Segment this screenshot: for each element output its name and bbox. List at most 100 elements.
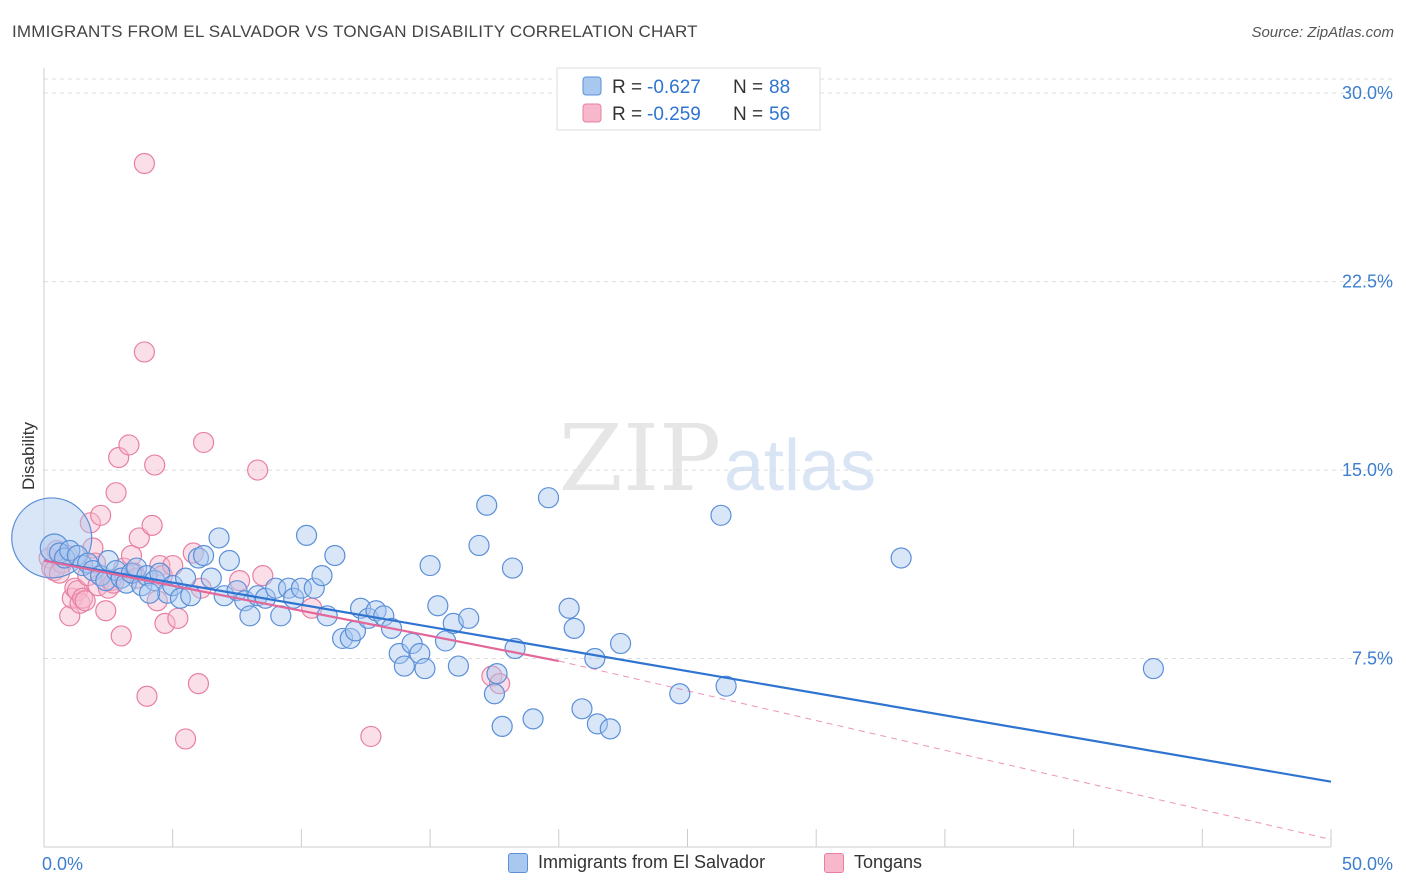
y-tick-label: 22.5% xyxy=(1342,272,1393,292)
data-point xyxy=(295,524,318,547)
data-point xyxy=(154,612,176,634)
data-point xyxy=(414,657,436,680)
x-tick-label-min: 0.0% xyxy=(42,854,83,874)
data-point xyxy=(609,632,632,655)
data-point xyxy=(1142,657,1164,680)
trend-line-blue xyxy=(43,559,1332,783)
data-point xyxy=(265,577,287,599)
data-point xyxy=(427,595,449,617)
data-point xyxy=(331,627,354,650)
data-point xyxy=(136,685,158,707)
source-credit: Source: ZipAtlas.com xyxy=(1251,24,1394,41)
y-tick-label: 30.0% xyxy=(1342,83,1393,103)
trend-line-pink xyxy=(43,559,560,663)
data-point xyxy=(558,597,580,619)
data-point xyxy=(120,544,143,567)
data-point xyxy=(710,504,732,526)
data-point xyxy=(128,527,150,549)
legend-swatch-blue xyxy=(582,76,602,96)
trend-lines xyxy=(43,559,1332,840)
data-point xyxy=(167,607,189,629)
data-point xyxy=(252,565,274,587)
x-tick-label-max: 50.0% xyxy=(1342,854,1393,874)
data-point xyxy=(491,715,513,737)
data-point xyxy=(192,431,215,454)
data-point xyxy=(890,547,912,569)
data-point xyxy=(522,708,544,730)
data-point xyxy=(458,607,480,629)
chart-title: IMMIGRANTS FROM EL SALVADOR VS TONGAN DI… xyxy=(12,22,698,41)
legend-r-value-pink: -0.259 xyxy=(647,104,701,125)
data-point xyxy=(90,504,112,526)
watermark-atlas: atlas xyxy=(724,426,876,506)
y-tick-label: 7.5% xyxy=(1352,649,1393,669)
data-point xyxy=(74,590,96,612)
data-point xyxy=(393,655,415,677)
data-point xyxy=(324,544,346,567)
axes xyxy=(43,68,1332,848)
data-point xyxy=(218,549,240,572)
data-point xyxy=(599,718,621,740)
data-point xyxy=(584,647,606,670)
data-point xyxy=(290,577,312,599)
correlation-legend: R = -0.627 N = 88 R = -0.259 N = 56 xyxy=(556,67,821,131)
data-point xyxy=(59,605,81,627)
tongans-points xyxy=(38,152,511,750)
data-point xyxy=(447,655,470,677)
data-point xyxy=(360,725,382,748)
trend-line-pink-extension xyxy=(558,660,1332,840)
data-point xyxy=(239,605,261,627)
data-point xyxy=(208,527,230,549)
data-point xyxy=(46,539,68,562)
data-point xyxy=(95,600,117,622)
data-point xyxy=(110,625,132,647)
data-point xyxy=(419,554,441,577)
data-point xyxy=(11,497,93,579)
legend-r-label-blue: R = xyxy=(612,77,642,98)
data-point xyxy=(133,341,155,363)
bottom-legend-label-blue: Immigrants from El Salvador xyxy=(538,852,766,872)
data-point xyxy=(501,557,524,579)
legend-n-value-blue: 88 xyxy=(769,77,790,98)
bottom-legend-label-pink: Tongans xyxy=(854,852,923,872)
y-tick-label: 15.0% xyxy=(1342,460,1393,480)
legend-r-value-blue: -0.627 xyxy=(647,77,701,98)
data-point xyxy=(468,534,490,557)
data-point xyxy=(303,577,325,599)
data-point xyxy=(563,617,585,639)
y-tick-labels: 7.5% 15.0% 22.5% 30.0% xyxy=(1342,83,1393,668)
data-point xyxy=(586,713,609,735)
bottom-legend-blue: Immigrants from El Salvador xyxy=(508,852,765,873)
data-point xyxy=(247,459,269,481)
legend-n-label-pink: N = xyxy=(733,104,763,125)
watermark-zip: ZIP xyxy=(559,405,721,512)
data-point xyxy=(483,683,506,705)
data-point xyxy=(311,565,333,587)
legend-n-label-blue: N = xyxy=(733,77,763,98)
data-point xyxy=(715,675,737,697)
data-point xyxy=(72,587,94,609)
data-point xyxy=(476,494,498,516)
data-point xyxy=(200,567,222,589)
data-point xyxy=(133,152,155,175)
data-point xyxy=(105,482,127,504)
legend-n-value-pink: 56 xyxy=(769,104,790,125)
data-point xyxy=(277,577,300,599)
y-axis-label: Disability xyxy=(19,421,38,490)
bottom-legend-swatch-pink xyxy=(824,852,844,873)
data-point xyxy=(144,454,166,476)
bottom-legend-swatch-blue xyxy=(508,852,528,873)
data-point xyxy=(571,698,593,720)
data-point xyxy=(537,487,560,509)
bottom-legend-pink: Tongans xyxy=(824,852,922,873)
data-point xyxy=(118,434,140,456)
data-point xyxy=(138,582,161,604)
data-point xyxy=(174,728,197,750)
data-point xyxy=(108,446,130,469)
legend-r-label-pink: R = xyxy=(612,104,642,125)
legend-swatch-pink xyxy=(582,103,602,123)
data-point xyxy=(187,673,210,695)
data-point xyxy=(486,663,508,685)
data-point xyxy=(192,544,215,567)
